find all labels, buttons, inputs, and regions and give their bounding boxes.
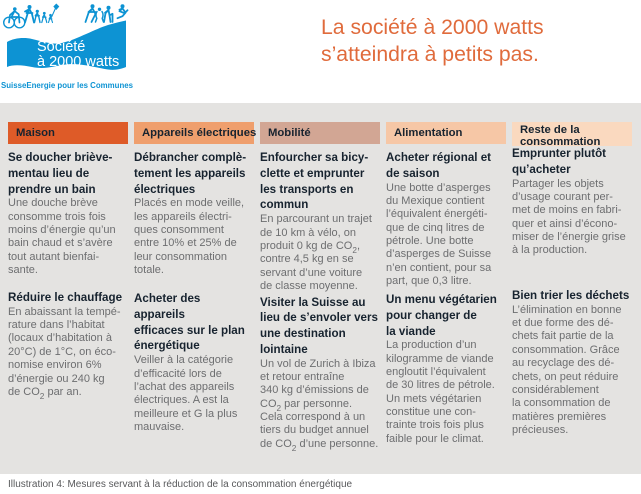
svg-text:Société: Société	[37, 39, 85, 55]
svg-text:à 2000 watts: à 2000 watts	[37, 54, 119, 70]
svg-text:SuisseEnergie pour les Commune: SuisseEnergie pour les Communes	[1, 81, 134, 90]
